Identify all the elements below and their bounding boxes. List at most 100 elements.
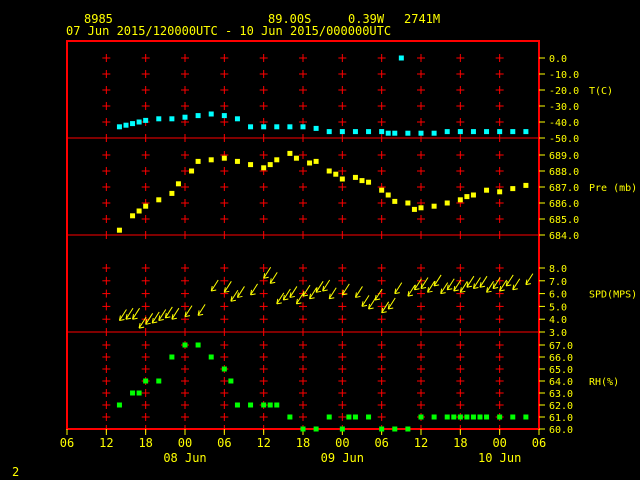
rh-point: [418, 414, 424, 420]
wind-arrow: [118, 309, 127, 321]
rh-point: [352, 414, 358, 420]
wind-arrow-head: [269, 278, 272, 284]
temperature-point: [261, 124, 267, 130]
wind-arrow-head: [164, 312, 167, 319]
wind-arrow-head: [224, 290, 230, 293]
rh-point: [300, 426, 306, 432]
temperature-point: [143, 117, 149, 123]
wind-arrow-shaft: [440, 282, 449, 294]
wind-arrow-head: [145, 319, 148, 325]
axis-tick-label: 66.0: [549, 353, 573, 364]
wind-arrow-head: [407, 294, 413, 297]
wind-arrow-head: [210, 285, 213, 292]
wind-arrow-shaft: [302, 284, 311, 297]
wind-arrow-head: [198, 313, 204, 316]
pressure-point: [143, 203, 149, 209]
wind-arrow-head: [237, 295, 243, 298]
wind-arrow: [466, 275, 475, 288]
wind-arrow-head: [512, 284, 515, 290]
axis-tick-label: -30.0: [549, 102, 579, 113]
wind-arrow-head: [322, 289, 328, 292]
wind-arrow-head: [381, 307, 384, 313]
wind-arrow: [486, 281, 494, 293]
rh-point: [477, 414, 483, 420]
pressure-point: [221, 155, 227, 161]
wind-arrow-head: [407, 291, 410, 297]
rh-point: [313, 426, 319, 432]
temperature-point: [457, 129, 463, 135]
wind-arrow-head: [118, 315, 121, 321]
wind-arrow-head: [165, 316, 171, 319]
wind-arrow-shaft: [355, 286, 363, 298]
wind-arrow: [459, 281, 468, 293]
wind-arrow-head: [342, 293, 348, 296]
wind-arrow: [420, 277, 429, 289]
wind-arrow: [269, 272, 278, 284]
x-tick-label: 18: [138, 436, 152, 450]
wind-arrow-head: [505, 280, 508, 287]
axis-tick-label: 6.0: [549, 290, 567, 301]
pressure-point: [470, 192, 476, 198]
wind-arrow-shaft: [315, 281, 324, 293]
temperature-point: [287, 124, 293, 130]
rh-point: [431, 414, 437, 420]
wind-arrow-shaft: [420, 277, 429, 289]
rh-point: [523, 414, 529, 420]
wind-arrow-head: [387, 303, 390, 310]
rh-point: [497, 414, 503, 420]
wind-arrow-head: [171, 314, 174, 320]
temperature-point: [398, 55, 404, 61]
wind-arrow-shaft: [230, 290, 239, 302]
wind-arrow-head: [250, 289, 253, 295]
wind-arrow-head: [368, 307, 374, 310]
wind-arrow-shaft: [466, 275, 475, 288]
x-tick-label: 00: [178, 436, 192, 450]
wind-arrow-shaft: [499, 279, 508, 292]
wind-arrow: [368, 297, 376, 310]
wind-arrow-shaft: [361, 295, 370, 307]
wind-arrow-head: [132, 314, 135, 320]
axis-tick-label: -40.0: [549, 118, 579, 129]
wind-arrow: [512, 278, 521, 291]
pressure-point: [274, 157, 280, 163]
rh-point: [208, 354, 214, 360]
grid-crosses: [102, 54, 504, 433]
wind-arrow: [328, 287, 337, 300]
wind-arrow: [354, 286, 363, 298]
temperature-point: [339, 129, 345, 135]
temperature-point: [248, 124, 254, 130]
station-id: 8985: [84, 12, 113, 26]
wind-arrow-head: [329, 297, 335, 300]
panel-label: SPD(MPS): [589, 290, 637, 301]
wind-arrow: [138, 316, 147, 329]
wind-arrow-head: [440, 288, 443, 294]
wind-arrow-head: [374, 294, 377, 301]
wind-arrow-head: [486, 287, 489, 293]
axis-tick-label: -20.0: [549, 86, 579, 97]
wind-arrow-head: [119, 318, 125, 321]
wind-arrow-head: [230, 299, 236, 302]
temperature-point: [470, 129, 476, 135]
wind-arrow-head: [250, 293, 256, 296]
temperature-point: [136, 119, 142, 125]
wind-arrow: [453, 279, 462, 292]
axis-tick-label: 8.0: [549, 264, 567, 275]
axis-tick-label: 686.0: [549, 199, 579, 210]
x-tick-label: 18: [453, 436, 467, 450]
x-tick-label: 00: [492, 436, 506, 450]
wind-arrow-head: [420, 286, 427, 289]
wind-arrow-head: [289, 292, 292, 298]
axis-tick-label: 689.0: [549, 151, 579, 162]
wind-arrow-head: [309, 293, 312, 299]
wind-arrow: [407, 284, 416, 297]
wind-arrow-shaft: [459, 281, 468, 293]
wind-arrow-shaft: [269, 272, 278, 284]
pressure-point: [326, 168, 332, 174]
temperature-point: [444, 129, 450, 135]
pressure-point: [293, 155, 299, 161]
wind-arrow-head: [151, 317, 154, 324]
wind-arrow-head: [132, 317, 138, 320]
rh-point: [464, 414, 470, 420]
pressure-point: [175, 181, 181, 187]
wind-arrow: [525, 273, 534, 286]
